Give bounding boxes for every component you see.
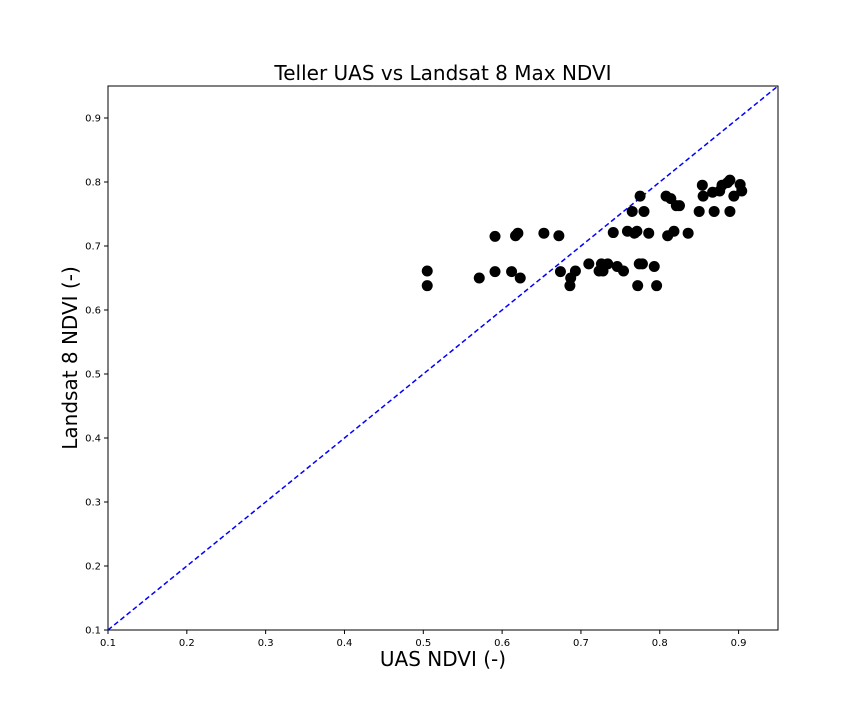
data-point xyxy=(583,258,595,270)
x-tick-label: 0.8 xyxy=(652,638,668,649)
data-point xyxy=(648,260,660,272)
y-tick-label: 0.8 xyxy=(85,178,101,189)
plot-frame xyxy=(107,85,779,631)
x-tick-label: 0.4 xyxy=(337,638,353,649)
y-tick-label: 0.7 xyxy=(85,242,101,253)
data-point xyxy=(636,258,648,270)
data-point xyxy=(626,205,638,217)
y-tick-label: 0.2 xyxy=(85,562,101,573)
y-tick-label: 0.4 xyxy=(85,434,101,445)
x-tick-label: 0.3 xyxy=(258,638,274,649)
data-point xyxy=(638,205,650,217)
x-tick-label: 0.2 xyxy=(179,638,195,649)
data-point xyxy=(708,205,720,217)
data-point xyxy=(421,280,433,292)
data-point xyxy=(668,225,680,237)
data-point xyxy=(724,174,736,186)
data-point xyxy=(693,205,705,217)
y-axis-ticks: 0.1 0.2 0.3 0.4 0.5 0.6 0.7 0.8 0.9 xyxy=(85,114,108,637)
data-point xyxy=(643,227,655,239)
data-point xyxy=(569,265,581,277)
data-point xyxy=(631,225,643,237)
data-point xyxy=(682,227,694,239)
data-point xyxy=(512,227,524,239)
data-point xyxy=(724,205,736,217)
data-point xyxy=(634,190,646,202)
data-point xyxy=(489,266,501,278)
data-point xyxy=(618,265,630,277)
data-point xyxy=(538,227,550,239)
y-tick-label: 0.5 xyxy=(85,370,101,381)
data-point xyxy=(553,230,565,242)
data-point xyxy=(506,266,518,278)
x-tick-label: 0.6 xyxy=(494,638,510,649)
data-point xyxy=(632,280,644,292)
data-point xyxy=(697,190,709,202)
data-point xyxy=(489,230,501,242)
x-tick-label: 0.1 xyxy=(100,638,116,649)
x-axis-label: UAS NDVI (-) xyxy=(380,647,506,671)
data-point xyxy=(736,185,748,197)
data-point xyxy=(696,179,708,191)
x-tick-label: 0.7 xyxy=(573,638,589,649)
y-axis-label: Landsat 8 NDVI (-) xyxy=(58,266,82,450)
y-tick-label: 0.6 xyxy=(85,306,101,317)
x-tick-label: 0.9 xyxy=(731,638,747,649)
y-tick-label: 0.1 xyxy=(85,626,101,637)
data-point xyxy=(728,190,740,202)
data-points xyxy=(421,174,748,292)
x-tick-label: 0.5 xyxy=(415,638,431,649)
y-tick-label: 0.3 xyxy=(85,498,101,509)
data-point xyxy=(651,280,663,292)
data-point xyxy=(607,227,619,239)
data-point xyxy=(473,272,485,284)
plot-area xyxy=(107,85,779,631)
chart-title: Teller UAS vs Landsat 8 Max NDVI xyxy=(273,61,611,85)
data-point xyxy=(673,200,685,212)
y-tick-label: 0.9 xyxy=(85,114,101,125)
data-point xyxy=(602,258,614,270)
data-point xyxy=(514,272,526,284)
data-point xyxy=(421,265,433,277)
data-point xyxy=(554,266,566,278)
x-axis-ticks: 0.1 0.2 0.3 0.4 0.5 0.6 0.7 0.8 0.9 xyxy=(100,630,747,649)
